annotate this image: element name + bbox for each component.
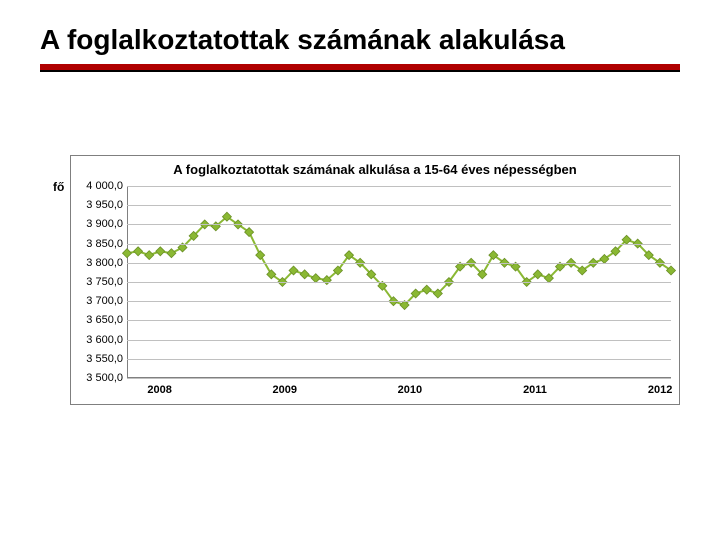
y-tick-label: 3 750,0 [86,276,123,288]
y-tick-label: 4 000,0 [86,180,123,192]
series-marker [156,247,165,256]
series-marker [167,249,176,258]
y-tick-label: 3 900,0 [86,218,123,230]
plot-area: 4 000,03 950,03 900,03 850,03 800,03 750… [127,186,671,378]
series-marker [122,249,131,258]
y-tick-label: 3 950,0 [86,199,123,211]
chart-title: A foglalkoztatottak számának alkulása a … [71,156,679,181]
y-tick-label: 3 600,0 [86,334,123,346]
y-tick-label: 3 650,0 [86,314,123,326]
gridline [127,282,671,283]
title-block: A foglalkoztatottak számának alakulása [0,0,720,64]
y-tick-label: 3 850,0 [86,238,123,250]
series-marker [134,247,143,256]
y-tick-label: 3 800,0 [86,257,123,269]
gridline [127,244,671,245]
y-tick-label: 3 700,0 [86,295,123,307]
gridline [127,359,671,360]
x-tick-label: 2008 [147,384,171,396]
x-tick-label: 2010 [398,384,422,396]
rule-black [40,70,680,72]
series-marker [145,251,154,260]
gridline [127,320,671,321]
gridline [127,186,671,187]
series-line [127,217,671,305]
chart-container: A foglalkoztatottak számának alkulása a … [70,155,680,405]
title-rule [0,64,720,72]
y-axis-label: fő [53,180,64,194]
y-tick-label: 3 550,0 [86,353,123,365]
x-tick-label: 2012 [648,384,672,396]
series-marker [256,251,265,260]
gridline [127,378,671,379]
gridline [127,205,671,206]
gridline [127,301,671,302]
x-tick-label: 2011 [523,384,547,396]
page-title: A foglalkoztatottak számának alakulása [40,24,680,56]
x-tick-label: 2009 [273,384,297,396]
slide: A foglalkoztatottak számának alakulása A… [0,0,720,540]
gridline [127,263,671,264]
gridline [127,340,671,341]
gridline [127,224,671,225]
series-marker [300,270,309,279]
series-marker [422,285,431,294]
y-tick-label: 3 500,0 [86,372,123,384]
